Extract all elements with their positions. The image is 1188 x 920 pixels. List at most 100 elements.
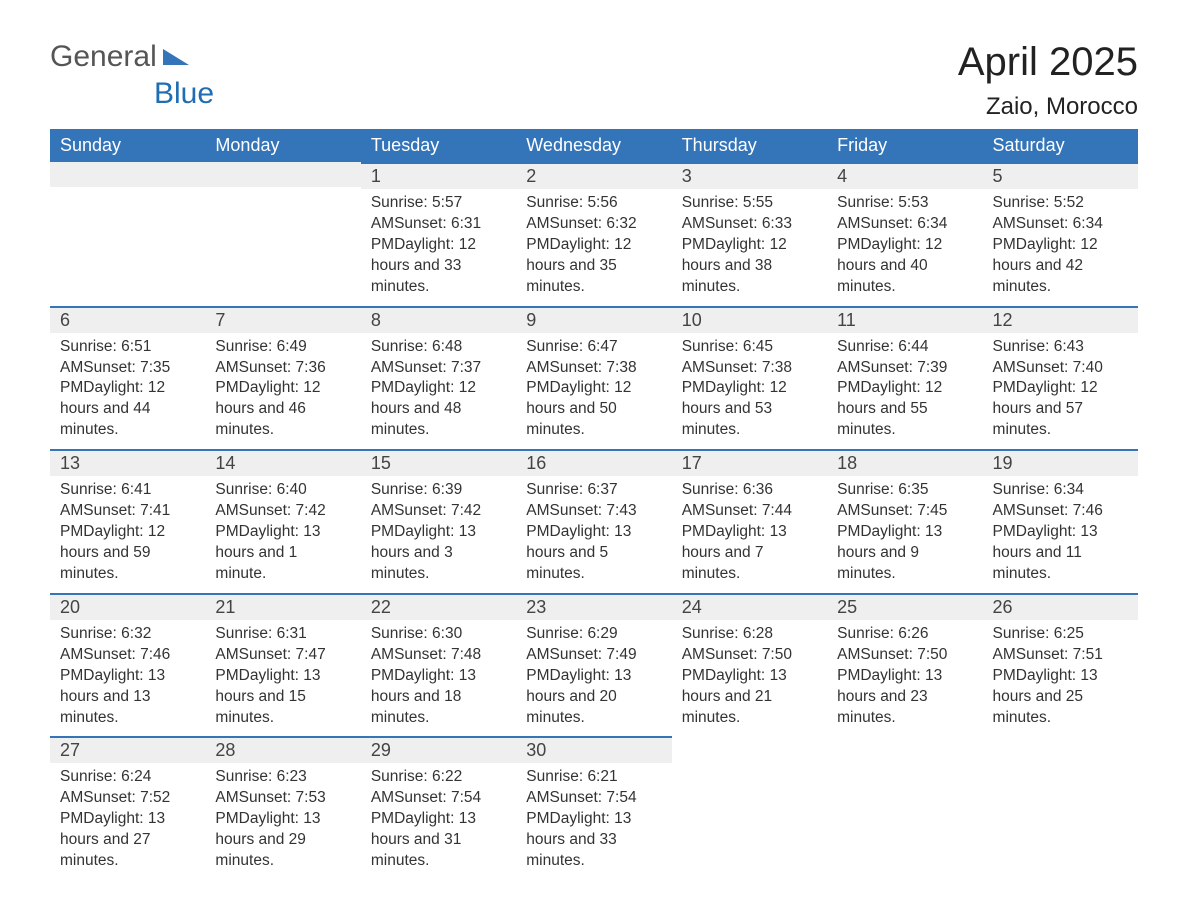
day-data: Sunrise: 6:24 AMSunset: 7:52 PMDaylight:… — [50, 763, 205, 880]
day-number: 16 — [516, 451, 671, 476]
day-wrap: 21Sunrise: 6:31 AMSunset: 7:47 PMDayligh… — [205, 593, 360, 737]
day-wrap: 24Sunrise: 6:28 AMSunset: 7:50 PMDayligh… — [672, 593, 827, 737]
sunset-label: Sunset: — [550, 215, 607, 232]
daylight-label: Daylight: — [860, 379, 925, 396]
day-number: 14 — [205, 451, 360, 476]
day-data: Sunrise: 6:32 AMSunset: 7:46 PMDaylight:… — [50, 620, 205, 737]
day-number: 22 — [361, 595, 516, 620]
day-data: Sunrise: 6:31 AMSunset: 7:47 PMDaylight:… — [205, 620, 360, 737]
sunset-label: Sunset: — [239, 646, 296, 663]
daylight-label: Daylight: — [550, 667, 615, 684]
sunset-label: Sunset: — [239, 789, 296, 806]
day-wrap: 20Sunrise: 6:32 AMSunset: 7:46 PMDayligh… — [50, 593, 205, 737]
day-number: 1 — [361, 164, 516, 189]
day-number: 17 — [672, 451, 827, 476]
calendar-day-cell: 25Sunrise: 6:26 AMSunset: 7:50 PMDayligh… — [827, 593, 982, 737]
calendar-day-cell: 21Sunrise: 6:31 AMSunset: 7:47 PMDayligh… — [205, 593, 360, 737]
day-wrap: 2Sunrise: 5:56 AMSunset: 6:32 PMDaylight… — [516, 162, 671, 306]
sunrise-label: Sunrise: — [993, 194, 1054, 211]
calendar-day-cell: 9Sunrise: 6:47 AMSunset: 7:38 PMDaylight… — [516, 306, 671, 450]
calendar-day-cell: 28Sunrise: 6:23 AMSunset: 7:53 PMDayligh… — [205, 736, 360, 880]
day-data: Sunrise: 5:55 AMSunset: 6:33 PMDaylight:… — [672, 189, 827, 306]
day-wrap: 1Sunrise: 5:57 AMSunset: 6:31 PMDaylight… — [361, 162, 516, 306]
day-wrap: 3Sunrise: 5:55 AMSunset: 6:33 PMDaylight… — [672, 162, 827, 306]
daylight-label: Daylight: — [705, 379, 770, 396]
title-block: April 2025 Zaio, Morocco — [958, 40, 1138, 121]
calendar-day-cell: 22Sunrise: 6:30 AMSunset: 7:48 PMDayligh… — [361, 593, 516, 737]
sunset-label: Sunset: — [705, 359, 762, 376]
daylight-label: Daylight: — [394, 379, 459, 396]
calendar-day-cell: 29Sunrise: 6:22 AMSunset: 7:54 PMDayligh… — [361, 736, 516, 880]
daylight-label: Daylight: — [83, 667, 148, 684]
weekday-header: Saturday — [983, 129, 1138, 162]
calendar-day-cell: 1Sunrise: 5:57 AMSunset: 6:31 PMDaylight… — [361, 162, 516, 306]
daylight-label: Daylight: — [1016, 236, 1081, 253]
daylight-label: Daylight: — [239, 810, 304, 827]
sunset-label: Sunset: — [550, 502, 607, 519]
day-number: 6 — [50, 308, 205, 333]
daylight-label: Daylight: — [394, 810, 459, 827]
calendar-day-cell: 12Sunrise: 6:43 AMSunset: 7:40 PMDayligh… — [983, 306, 1138, 450]
calendar-day-cell: 27Sunrise: 6:24 AMSunset: 7:52 PMDayligh… — [50, 736, 205, 880]
logo-text-blue: Blue — [154, 77, 214, 110]
daylight-label: Daylight: — [1016, 667, 1081, 684]
calendar-day-cell: 5Sunrise: 5:52 AMSunset: 6:34 PMDaylight… — [983, 162, 1138, 306]
sunset-label: Sunset: — [550, 789, 607, 806]
sunrise-label: Sunrise: — [215, 481, 276, 498]
day-wrap: 18Sunrise: 6:35 AMSunset: 7:45 PMDayligh… — [827, 449, 982, 593]
day-wrap: 14Sunrise: 6:40 AMSunset: 7:42 PMDayligh… — [205, 449, 360, 593]
day-wrap: 6Sunrise: 6:51 AMSunset: 7:35 PMDaylight… — [50, 306, 205, 450]
weekday-header: Friday — [827, 129, 982, 162]
sunset-label: Sunset: — [83, 359, 140, 376]
daylight-label: Daylight: — [394, 236, 459, 253]
sunset-label: Sunset: — [705, 646, 762, 663]
day-number: 10 — [672, 308, 827, 333]
day-wrap: 28Sunrise: 6:23 AMSunset: 7:53 PMDayligh… — [205, 736, 360, 880]
sunset-label: Sunset: — [860, 502, 917, 519]
calendar-day-cell: 15Sunrise: 6:39 AMSunset: 7:42 PMDayligh… — [361, 449, 516, 593]
day-wrap: 30Sunrise: 6:21 AMSunset: 7:54 PMDayligh… — [516, 736, 671, 880]
day-wrap: 10Sunrise: 6:45 AMSunset: 7:38 PMDayligh… — [672, 306, 827, 450]
calendar-day-cell: 23Sunrise: 6:29 AMSunset: 7:49 PMDayligh… — [516, 593, 671, 737]
day-number: 28 — [205, 738, 360, 763]
day-number: 11 — [827, 308, 982, 333]
day-number: 20 — [50, 595, 205, 620]
daylight-label: Daylight: — [550, 379, 615, 396]
sunrise-label: Sunrise: — [682, 338, 743, 355]
sunrise-label: Sunrise: — [371, 194, 432, 211]
sunrise-label: Sunrise: — [526, 625, 587, 642]
day-number: 4 — [827, 164, 982, 189]
calendar-day-cell — [205, 162, 360, 306]
day-number: 21 — [205, 595, 360, 620]
daylight-label: Daylight: — [705, 523, 770, 540]
daylight-label: Daylight: — [1016, 523, 1081, 540]
calendar-week-row: 27Sunrise: 6:24 AMSunset: 7:52 PMDayligh… — [50, 736, 1138, 880]
day-number: 29 — [361, 738, 516, 763]
calendar-day-cell: 6Sunrise: 6:51 AMSunset: 7:35 PMDaylight… — [50, 306, 205, 450]
day-data: Sunrise: 6:29 AMSunset: 7:49 PMDaylight:… — [516, 620, 671, 737]
calendar-week-row: 13Sunrise: 6:41 AMSunset: 7:41 PMDayligh… — [50, 449, 1138, 593]
sunset-label: Sunset: — [1016, 215, 1073, 232]
calendar-day-cell: 20Sunrise: 6:32 AMSunset: 7:46 PMDayligh… — [50, 593, 205, 737]
month-title: April 2025 — [958, 40, 1138, 85]
day-data: Sunrise: 6:25 AMSunset: 7:51 PMDaylight:… — [983, 620, 1138, 737]
sunset-label: Sunset: — [860, 646, 917, 663]
day-wrap: 13Sunrise: 6:41 AMSunset: 7:41 PMDayligh… — [50, 449, 205, 593]
day-wrap: 12Sunrise: 6:43 AMSunset: 7:40 PMDayligh… — [983, 306, 1138, 450]
day-data: Sunrise: 6:44 AMSunset: 7:39 PMDaylight:… — [827, 333, 982, 450]
day-number: 27 — [50, 738, 205, 763]
day-data: Sunrise: 5:57 AMSunset: 6:31 PMDaylight:… — [361, 189, 516, 306]
day-data: Sunrise: 6:30 AMSunset: 7:48 PMDaylight:… — [361, 620, 516, 737]
calendar-day-cell: 30Sunrise: 6:21 AMSunset: 7:54 PMDayligh… — [516, 736, 671, 880]
sunrise-label: Sunrise: — [371, 481, 432, 498]
calendar-day-cell — [983, 736, 1138, 880]
sunset-label: Sunset: — [83, 789, 140, 806]
sunset-label: Sunset: — [83, 502, 140, 519]
day-data: Sunrise: 6:28 AMSunset: 7:50 PMDaylight:… — [672, 620, 827, 737]
sunset-label: Sunset: — [705, 502, 762, 519]
daylight-label: Daylight: — [1016, 379, 1081, 396]
calendar-day-cell: 8Sunrise: 6:48 AMSunset: 7:37 PMDaylight… — [361, 306, 516, 450]
daylight-label: Daylight: — [394, 667, 459, 684]
day-data: Sunrise: 6:34 AMSunset: 7:46 PMDaylight:… — [983, 476, 1138, 593]
day-wrap: 16Sunrise: 6:37 AMSunset: 7:43 PMDayligh… — [516, 449, 671, 593]
